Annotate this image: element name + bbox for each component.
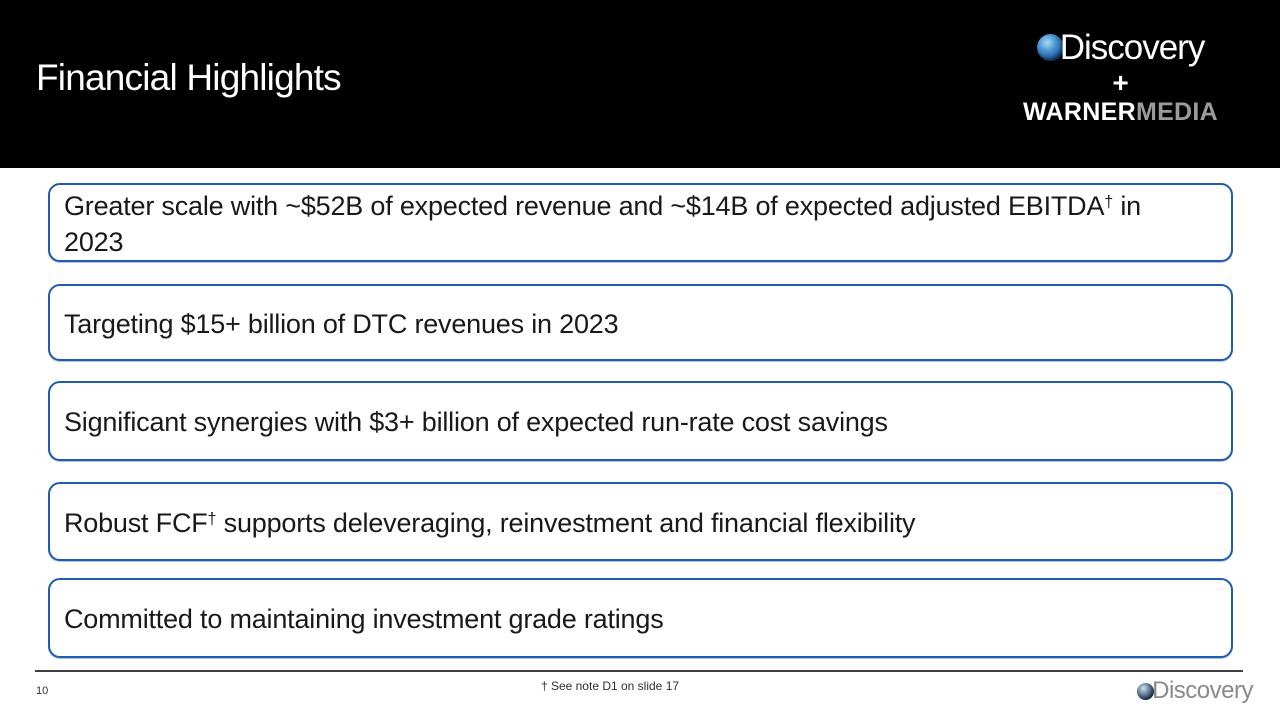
dagger-superscript: † <box>207 509 217 528</box>
highlight-box-scale: Greater scale with ~$52B of expected rev… <box>48 183 1233 262</box>
highlight-text-pre: Significant synergies with $3+ billion o… <box>64 407 888 438</box>
highlight-text-pre: Greater scale with ~$52B of expected rev… <box>64 191 1105 222</box>
plus-sign: + <box>1112 67 1129 98</box>
highlight-text-pre: Robust FCF <box>64 508 208 539</box>
discovery-logo-text: Discovery <box>1059 28 1206 67</box>
highlight-text: Committed to maintaining investment grad… <box>64 598 664 637</box>
dagger-superscript: † <box>1104 193 1114 212</box>
highlight-box-ratings: Committed to maintaining investment grad… <box>48 578 1233 658</box>
discovery-footer-logo-text: Discovery <box>1152 677 1253 704</box>
company-logo-lockup: Discovery + WARNERMEDIA <box>1023 30 1218 125</box>
earth-globe-icon <box>1036 34 1064 61</box>
highlight-text: Significant synergies with $3+ billion o… <box>64 401 888 440</box>
warnermedia-logo: WARNERMEDIA <box>1023 100 1218 125</box>
highlight-text: Targeting $15+ billion of DTC revenues i… <box>64 303 619 342</box>
footer-divider <box>35 670 1243 672</box>
highlight-text-post: in 2023 <box>64 191 1141 257</box>
highlight-text: Robust FCF† supports deleveraging, reinv… <box>64 502 916 541</box>
page-number: 10 <box>36 685 49 697</box>
highlight-text-pre: Committed to maintaining investment grad… <box>64 604 664 635</box>
discovery-logo: Discovery <box>1036 28 1206 67</box>
highlight-box-dtc: Targeting $15+ billion of DTC revenues i… <box>48 284 1233 361</box>
discovery-footer-logo: Discovery <box>1137 679 1253 703</box>
highlight-box-synergies: Significant synergies with $3+ billion o… <box>48 381 1233 461</box>
media-logo-text: MEDIA <box>1135 98 1218 127</box>
highlight-box-fcf: Robust FCF† supports deleveraging, reinv… <box>48 482 1233 561</box>
warner-logo-text: WARNER <box>1023 98 1136 127</box>
page-title: Financial Highlights <box>36 57 342 98</box>
header-band: Financial Highlights Discovery + WARNERM… <box>0 0 1280 168</box>
highlight-text-post: supports deleveraging, reinvestment and … <box>216 508 916 539</box>
highlight-text-pre: Targeting $15+ billion of DTC revenues i… <box>64 309 619 340</box>
footnote: † See note D1 on slide 17 <box>540 679 680 693</box>
highlight-text: Greater scale with ~$52B of expected rev… <box>64 185 1149 259</box>
earth-globe-icon <box>1137 682 1155 700</box>
